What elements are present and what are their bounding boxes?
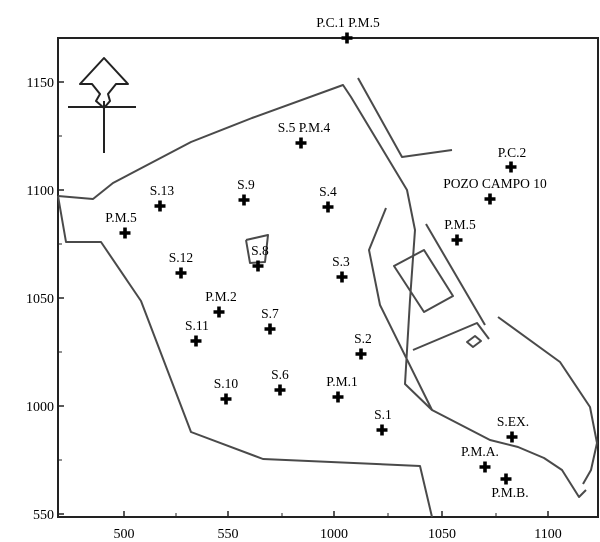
- point-pc1: P.C.1 P.M.5: [316, 15, 380, 44]
- point-s9: S.9: [237, 177, 255, 206]
- y-axis: 550 1000 1050 1100 1150: [26, 76, 64, 523]
- point-s1: S.1: [374, 407, 392, 436]
- north-arrow-icon: [68, 57, 136, 153]
- building-rect: [393, 249, 454, 313]
- cross-marker-icon: [484, 193, 496, 205]
- point-pm2: P.M.2: [205, 289, 237, 318]
- site-boundary: [57, 84, 587, 498]
- point-label: S.10: [214, 376, 239, 391]
- sampling-points: P.C.1 P.M.5 S.5 P.M.4 P.C.2 POZO CAMPO 10 S.…: [105, 15, 547, 500]
- cross-marker-icon: [252, 260, 264, 272]
- cross-marker-icon: [220, 393, 232, 405]
- point-pmb: P.M.B.: [491, 473, 529, 500]
- point-pozo: POZO CAMPO 10: [443, 176, 547, 205]
- map-frame: [57, 37, 599, 518]
- point-label: P.C.1 P.M.5: [316, 15, 380, 30]
- cross-marker-icon: [238, 194, 250, 206]
- cross-marker-icon: [274, 384, 286, 396]
- point-label: S.7: [261, 306, 279, 321]
- point-pm1: P.M.1: [326, 374, 358, 403]
- point-pma: P.M.A.: [461, 444, 499, 473]
- cross-marker-icon: [154, 200, 166, 212]
- cross-marker-icon: [451, 234, 463, 246]
- cross-marker-icon: [355, 348, 367, 360]
- point-s6: S.6: [271, 367, 289, 396]
- point-label: S.3: [332, 254, 350, 269]
- x-axis: 500 550 1000 1050 1100: [114, 511, 562, 542]
- point-label: P.M.A.: [461, 444, 499, 459]
- x-tick-label: 500: [114, 527, 135, 542]
- point-label: S.11: [185, 318, 209, 333]
- inner-path-a: [368, 207, 433, 411]
- y-tick-label: 550: [33, 508, 54, 523]
- point-label: S.5 P.M.4: [278, 120, 331, 135]
- point-s10: S.10: [214, 376, 239, 405]
- cross-marker-icon: [213, 306, 225, 318]
- point-label: P.C.2: [498, 145, 527, 160]
- point-s5: S.5 P.M.4: [278, 120, 331, 149]
- point-label: POZO CAMPO 10: [443, 176, 547, 191]
- y-tick-label: 1150: [27, 76, 54, 91]
- cross-marker-icon: [264, 323, 276, 335]
- point-label: S.9: [237, 177, 255, 192]
- point-s11: S.11: [185, 318, 209, 347]
- x-tick-label: 550: [218, 527, 239, 542]
- inner-lot-s8: [245, 234, 269, 264]
- inner-path-d: [497, 316, 598, 485]
- x-tick-label: 1100: [534, 527, 561, 542]
- x-tick-label: 1050: [428, 527, 456, 542]
- point-label: P.M.5: [444, 217, 476, 232]
- point-label: S.EX.: [497, 414, 529, 429]
- point-label: S.4: [319, 184, 337, 199]
- point-s2: S.2: [354, 331, 372, 360]
- cross-marker-icon: [505, 161, 517, 173]
- point-label: S.2: [354, 331, 372, 346]
- point-s12: S.12: [169, 250, 193, 279]
- cross-marker-icon: [190, 335, 202, 347]
- point-s8: S.8: [251, 243, 269, 272]
- point-label: S.1: [374, 407, 392, 422]
- point-s3: S.3: [332, 254, 350, 283]
- point-label: P.M.5: [105, 210, 137, 225]
- cross-marker-icon: [479, 461, 491, 473]
- cross-marker-icon: [119, 227, 131, 239]
- point-label: S.12: [169, 250, 193, 265]
- point-pm5-right: P.M.5: [444, 217, 476, 246]
- point-label: S.8: [251, 243, 269, 258]
- cross-marker-icon: [295, 137, 307, 149]
- inner-path-c: [412, 322, 490, 351]
- cross-marker-icon: [376, 424, 388, 436]
- small-building: [466, 335, 482, 348]
- cross-marker-icon: [336, 271, 348, 283]
- y-tick-label: 1100: [27, 184, 54, 199]
- cross-marker-icon: [341, 32, 353, 44]
- point-s7: S.7: [261, 306, 279, 335]
- cross-marker-icon: [506, 431, 518, 443]
- inner-path-b: [425, 223, 486, 326]
- cross-marker-icon: [322, 201, 334, 213]
- cross-marker-icon: [332, 391, 344, 403]
- point-label: S.13: [150, 183, 175, 198]
- point-sex: S.EX.: [497, 414, 529, 443]
- y-tick-label: 1050: [26, 292, 54, 307]
- point-label: P.M.B.: [491, 485, 528, 500]
- east-road: [357, 77, 453, 158]
- point-s13: S.13: [150, 183, 175, 212]
- point-s4: S.4: [319, 184, 337, 213]
- point-label: P.M.1: [326, 374, 358, 389]
- point-pm5-left: P.M.5: [105, 210, 137, 239]
- site-boundary-lower: [57, 195, 433, 518]
- cross-marker-icon: [175, 267, 187, 279]
- point-pc2: P.C.2: [498, 145, 527, 173]
- x-tick-label: 1000: [320, 527, 348, 542]
- cross-marker-icon: [500, 473, 512, 485]
- y-tick-label: 1000: [26, 400, 54, 415]
- point-label: P.M.2: [205, 289, 237, 304]
- site-outlines: [57, 77, 598, 518]
- point-label: S.6: [271, 367, 289, 382]
